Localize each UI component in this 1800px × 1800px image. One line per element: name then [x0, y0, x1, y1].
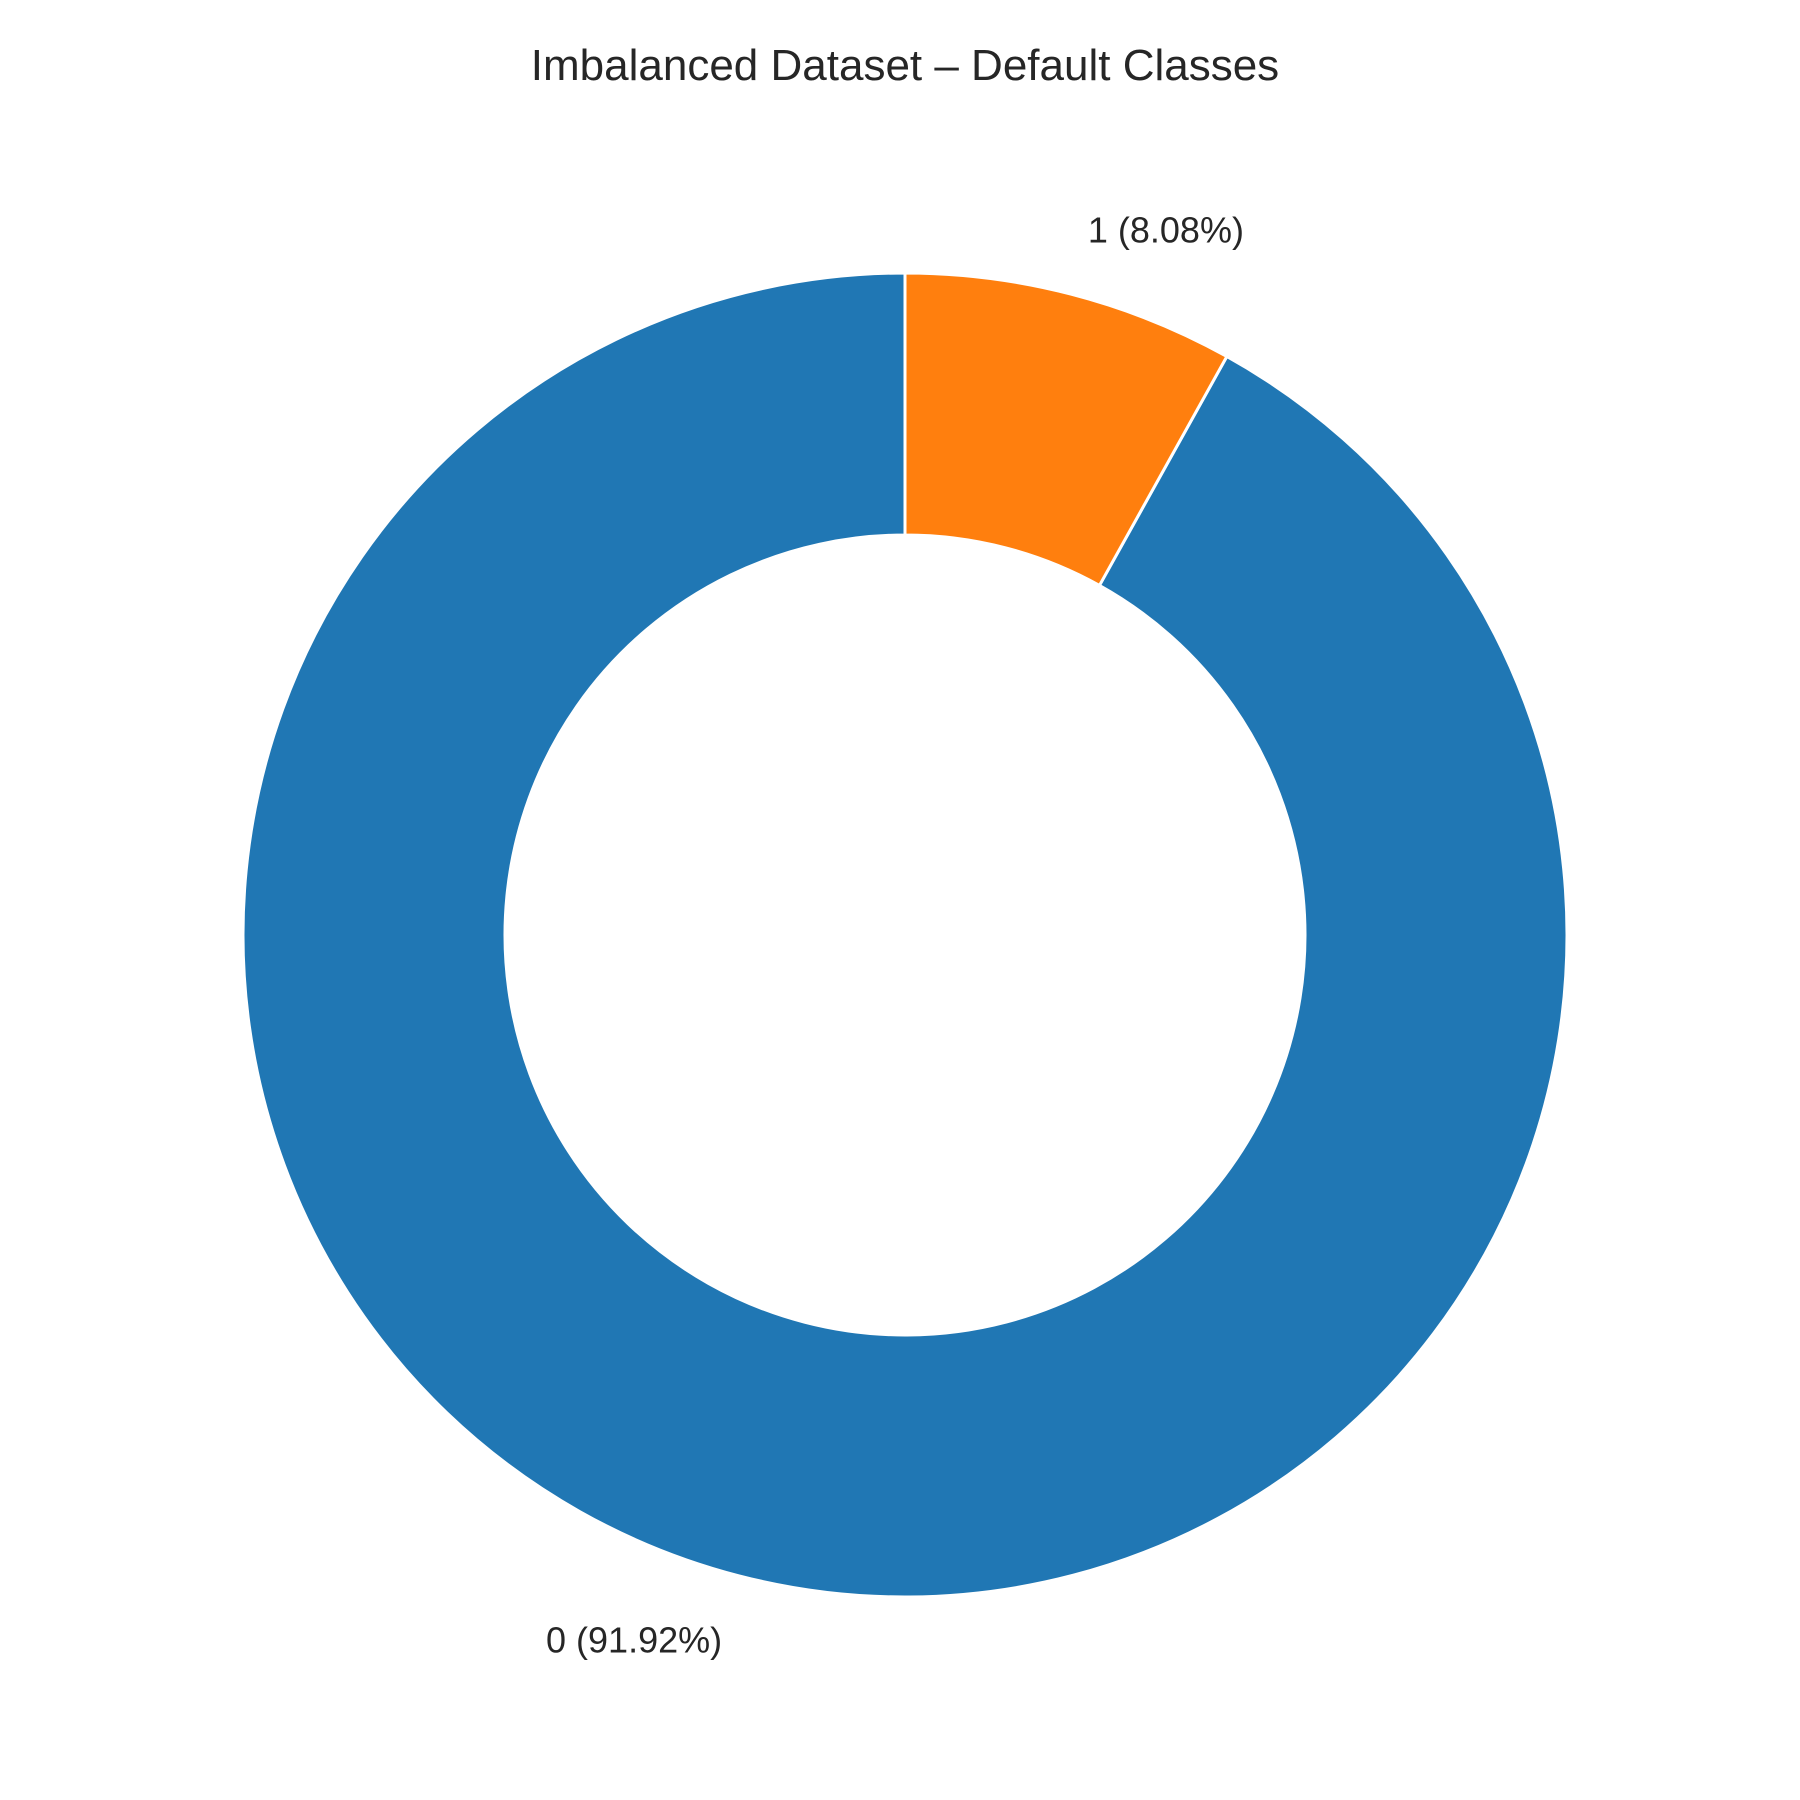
chart-title: Imbalanced Dataset – Default Classes [531, 41, 1279, 90]
slice-label-0: 0 (91.92%) [546, 1619, 722, 1660]
slice-0 [241, 271, 1569, 1599]
slice-labels: 0 (91.92%) 1 (8.08%) [546, 210, 1244, 1661]
slice-label-1: 1 (8.08%) [1088, 210, 1244, 251]
slice-1 [903, 271, 1229, 587]
donut-slices [241, 271, 1569, 1599]
